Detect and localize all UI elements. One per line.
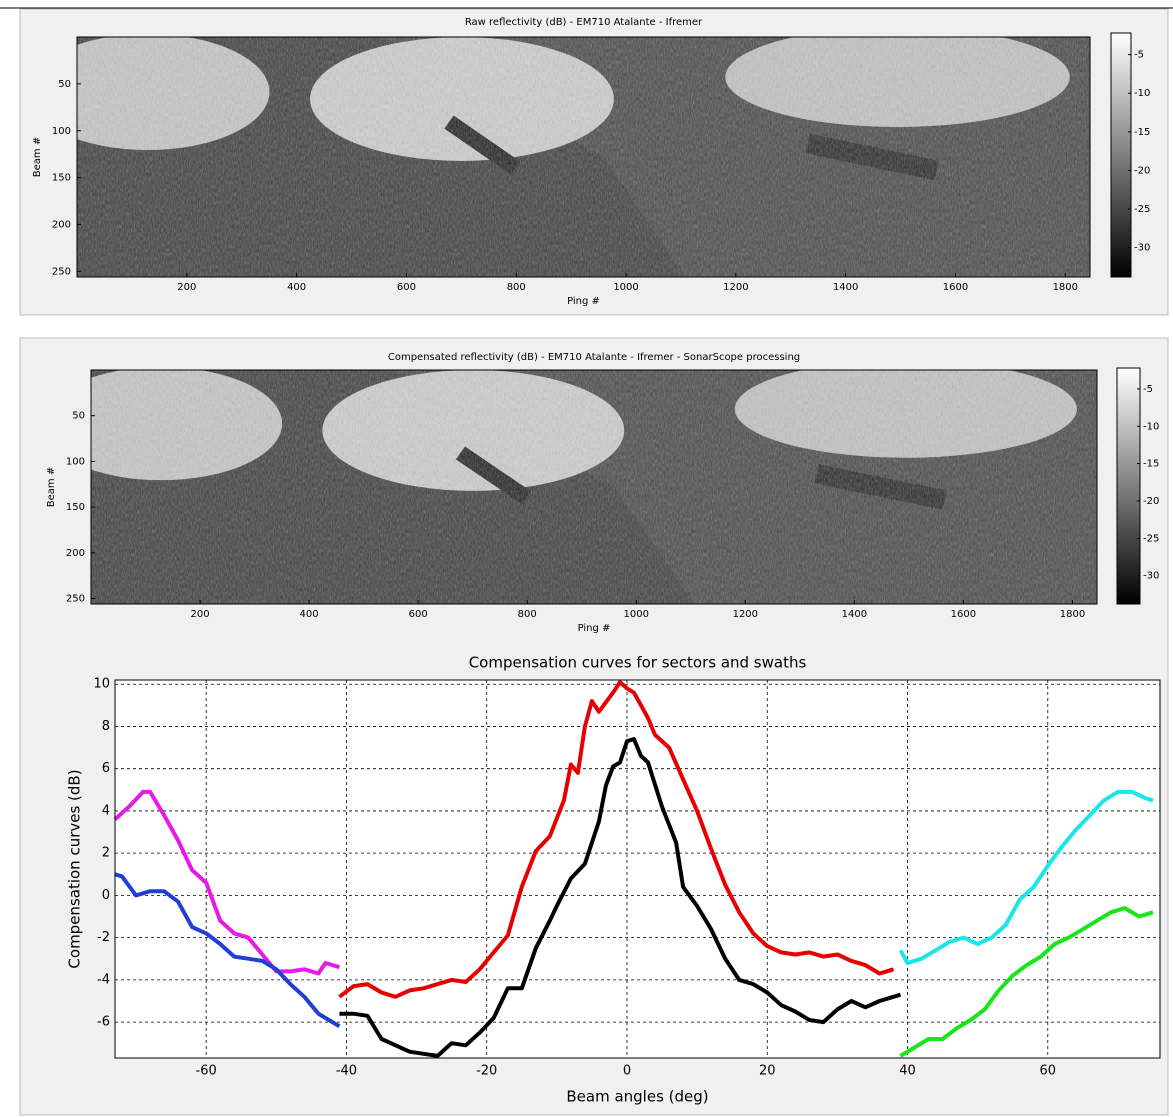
y-tick-label: 4 [102,803,110,818]
chart-title: Compensated reflectivity (dB) - EM710 At… [388,352,800,363]
x-tick-label: 1400 [842,609,867,620]
y-tick-label: 150 [52,173,71,184]
colorbar-tick-label: -30 [1134,243,1150,254]
y-tick-label: -6 [97,1015,110,1030]
x-tick-label: 1000 [624,609,649,620]
x-tick-label: -40 [336,1064,357,1079]
y-axis-label: Beam # [46,467,57,507]
x-tick-label: 1000 [613,282,638,293]
colorbar-tick-label: -15 [1143,459,1159,470]
curve [113,789,340,976]
x-tick-label: 400 [287,282,306,293]
chart-title: Compensation curves for sectors and swat… [469,654,807,672]
y-tick-label: 8 [102,719,110,734]
x-tick-label: 400 [300,609,319,620]
y-tick-label: 0 [102,888,110,903]
y-tick-label: 200 [66,548,85,559]
x-tick-label: -20 [476,1064,497,1079]
plot-frame [114,679,1161,1059]
y-tick-label: 50 [72,411,85,422]
plot-frame [76,36,1091,278]
x-tick-label: 800 [518,609,537,620]
colorbar-tick-label: -20 [1134,165,1150,176]
colorbar-tick-label: -25 [1134,204,1150,215]
curve [899,906,1154,1058]
y-tick-label: 10 [93,677,110,692]
x-tick-label: 1400 [833,282,858,293]
y-tick-label: 150 [66,502,85,513]
x-tick-label: 1200 [733,609,758,620]
x-tick-label: 600 [409,609,428,620]
curve [898,789,1154,965]
x-tick-label: 800 [507,282,526,293]
x-axis-label: Beam angles (deg) [566,1088,708,1106]
colorbar-tick-label: -10 [1143,421,1159,432]
x-tick-label: 20 [759,1064,776,1079]
curve [338,680,895,999]
colorbar [1116,367,1141,605]
x-tick-label: 600 [397,282,416,293]
y-tick-label: -4 [97,972,110,987]
x-tick-label: 1600 [951,609,976,620]
y-tick-label: 250 [52,266,71,277]
x-tick-label: 1200 [723,282,748,293]
x-tick-label: 0 [623,1064,631,1079]
colorbar-tick-label: -25 [1143,533,1159,544]
y-tick-label: 200 [52,220,71,231]
x-tick-label: 1800 [1060,609,1085,620]
x-axis-label: Ping # [578,623,611,634]
colorbar-tick-label: -10 [1134,88,1150,99]
y-tick-label: 100 [52,126,71,137]
y-tick-label: 6 [102,761,110,776]
colorbar-tick-label: -30 [1143,571,1159,582]
plot-area [115,680,1160,1058]
x-tick-label: 200 [191,609,210,620]
sonar-image [41,360,1097,604]
x-tick-label: -60 [196,1064,217,1079]
x-tick-label: 1800 [1053,282,1078,293]
curve [339,737,902,1058]
y-tick-label: 100 [66,456,85,467]
x-axis-label: Ping # [567,296,600,307]
chart-title: Raw reflectivity (dB) - EM710 Atalante -… [465,17,703,28]
y-tick-label: 2 [102,846,110,861]
y-tick-label: 250 [66,594,85,605]
sonar-image [26,27,1090,277]
x-tick-label: 40 [899,1064,916,1079]
x-tick-label: 200 [177,282,196,293]
colorbar-tick-label: -15 [1134,127,1150,138]
colorbar [1110,32,1132,278]
colorbar-tick-label: -5 [1134,50,1144,61]
y-axis-label: Compensation curves (dB) [66,769,84,968]
x-tick-label: 60 [1040,1064,1057,1079]
colorbar-tick-label: -5 [1143,384,1153,395]
y-tick-label: -2 [97,930,110,945]
y-axis-label: Beam # [32,137,43,177]
curve [114,872,341,1029]
y-tick-label: 50 [58,79,71,90]
colorbar-tick-label: -20 [1143,496,1159,507]
x-tick-label: 1600 [943,282,968,293]
plot-frame [90,369,1098,605]
